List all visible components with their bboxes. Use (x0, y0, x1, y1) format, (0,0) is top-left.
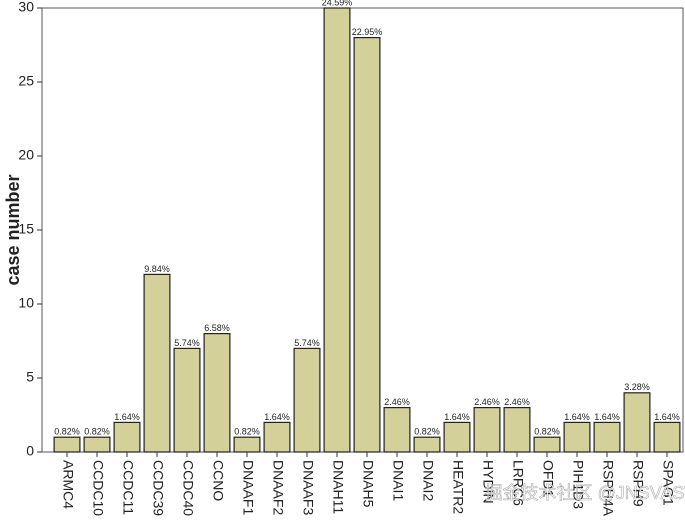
value-label: 1.64% (114, 412, 140, 422)
bar (83, 436, 111, 453)
x-tick-label: DNAH5 (360, 460, 376, 508)
value-label: 3.28% (624, 382, 650, 392)
x-tick-label: ARMC4 (60, 460, 76, 509)
bar (143, 273, 171, 453)
bar (653, 421, 681, 453)
y-tick-label: 20 (18, 147, 34, 163)
y-tick-label: 0 (26, 443, 34, 459)
value-label: 24.59% (322, 0, 353, 7)
x-tick-label: DNAI2 (420, 460, 436, 501)
x-tick-label: CCDC39 (150, 460, 166, 516)
bar (113, 421, 141, 453)
bar (443, 421, 471, 453)
bar (203, 333, 231, 453)
x-tick-label: DNAAF3 (300, 460, 316, 515)
value-label: 5.74% (174, 338, 200, 348)
bar (233, 436, 261, 453)
bar (593, 421, 621, 453)
x-tick-label: LRRC6 (510, 460, 526, 506)
value-label: 0.82% (534, 427, 560, 437)
value-label: 1.64% (564, 412, 590, 422)
x-tick-label: RSPH4A (600, 460, 616, 517)
value-label: 22.95% (352, 27, 383, 37)
value-label: 0.82% (84, 427, 110, 437)
value-label: 1.64% (654, 412, 680, 422)
y-tick-label: 30 (18, 0, 34, 15)
y-tick-label: 5 (26, 369, 34, 385)
y-tick-label: 10 (18, 295, 34, 311)
bar (263, 421, 291, 453)
x-tick-label: HEATR2 (450, 460, 466, 514)
x-tick-label: DNAAF1 (240, 460, 256, 515)
x-tick-label: CCNO (210, 460, 226, 501)
y-axis-label: case number (3, 174, 23, 285)
bar (503, 407, 531, 453)
bar (323, 7, 351, 453)
value-label: 6.58% (204, 323, 230, 333)
value-label: 0.82% (414, 427, 440, 437)
bar (53, 436, 81, 453)
value-label: 1.64% (444, 412, 470, 422)
watermark: 掘金技术社区 @JNSVAST (485, 483, 685, 503)
bar (353, 36, 381, 453)
x-tick-label: SPAG1 (660, 460, 676, 506)
value-label: 1.64% (594, 412, 620, 422)
value-label: 0.82% (234, 427, 260, 437)
value-label: 5.74% (294, 338, 320, 348)
x-tick-label: DNAAF2 (270, 460, 286, 515)
value-label: 2.46% (384, 397, 410, 407)
x-tick-label: OFD1 (540, 460, 556, 498)
x-tick-label: DNAH11 (330, 460, 346, 514)
bar (173, 347, 201, 453)
bar (623, 392, 651, 453)
value-label: 2.46% (474, 397, 500, 407)
x-tick-label: DNAI1 (390, 460, 406, 501)
bar (383, 407, 411, 453)
y-tick-label: 15 (18, 221, 34, 237)
bar (293, 347, 321, 453)
value-label: 0.82% (54, 427, 80, 437)
x-tick-label: CCDC40 (180, 460, 196, 516)
x-tick-label: CCDC11 (120, 460, 136, 515)
value-label: 1.64% (264, 412, 290, 422)
x-tick-label: PIH1D3 (570, 460, 586, 509)
value-label: 2.46% (504, 397, 530, 407)
x-tick-label: HYDIN (480, 460, 496, 504)
bar (533, 436, 561, 453)
bar (473, 407, 501, 453)
value-label: 9.84% (144, 264, 170, 274)
bar (563, 421, 591, 453)
x-tick-label: RSPH9 (630, 460, 646, 507)
x-tick-label: CCDC10 (90, 460, 106, 516)
bar (413, 436, 441, 453)
y-tick-label: 25 (18, 73, 34, 89)
